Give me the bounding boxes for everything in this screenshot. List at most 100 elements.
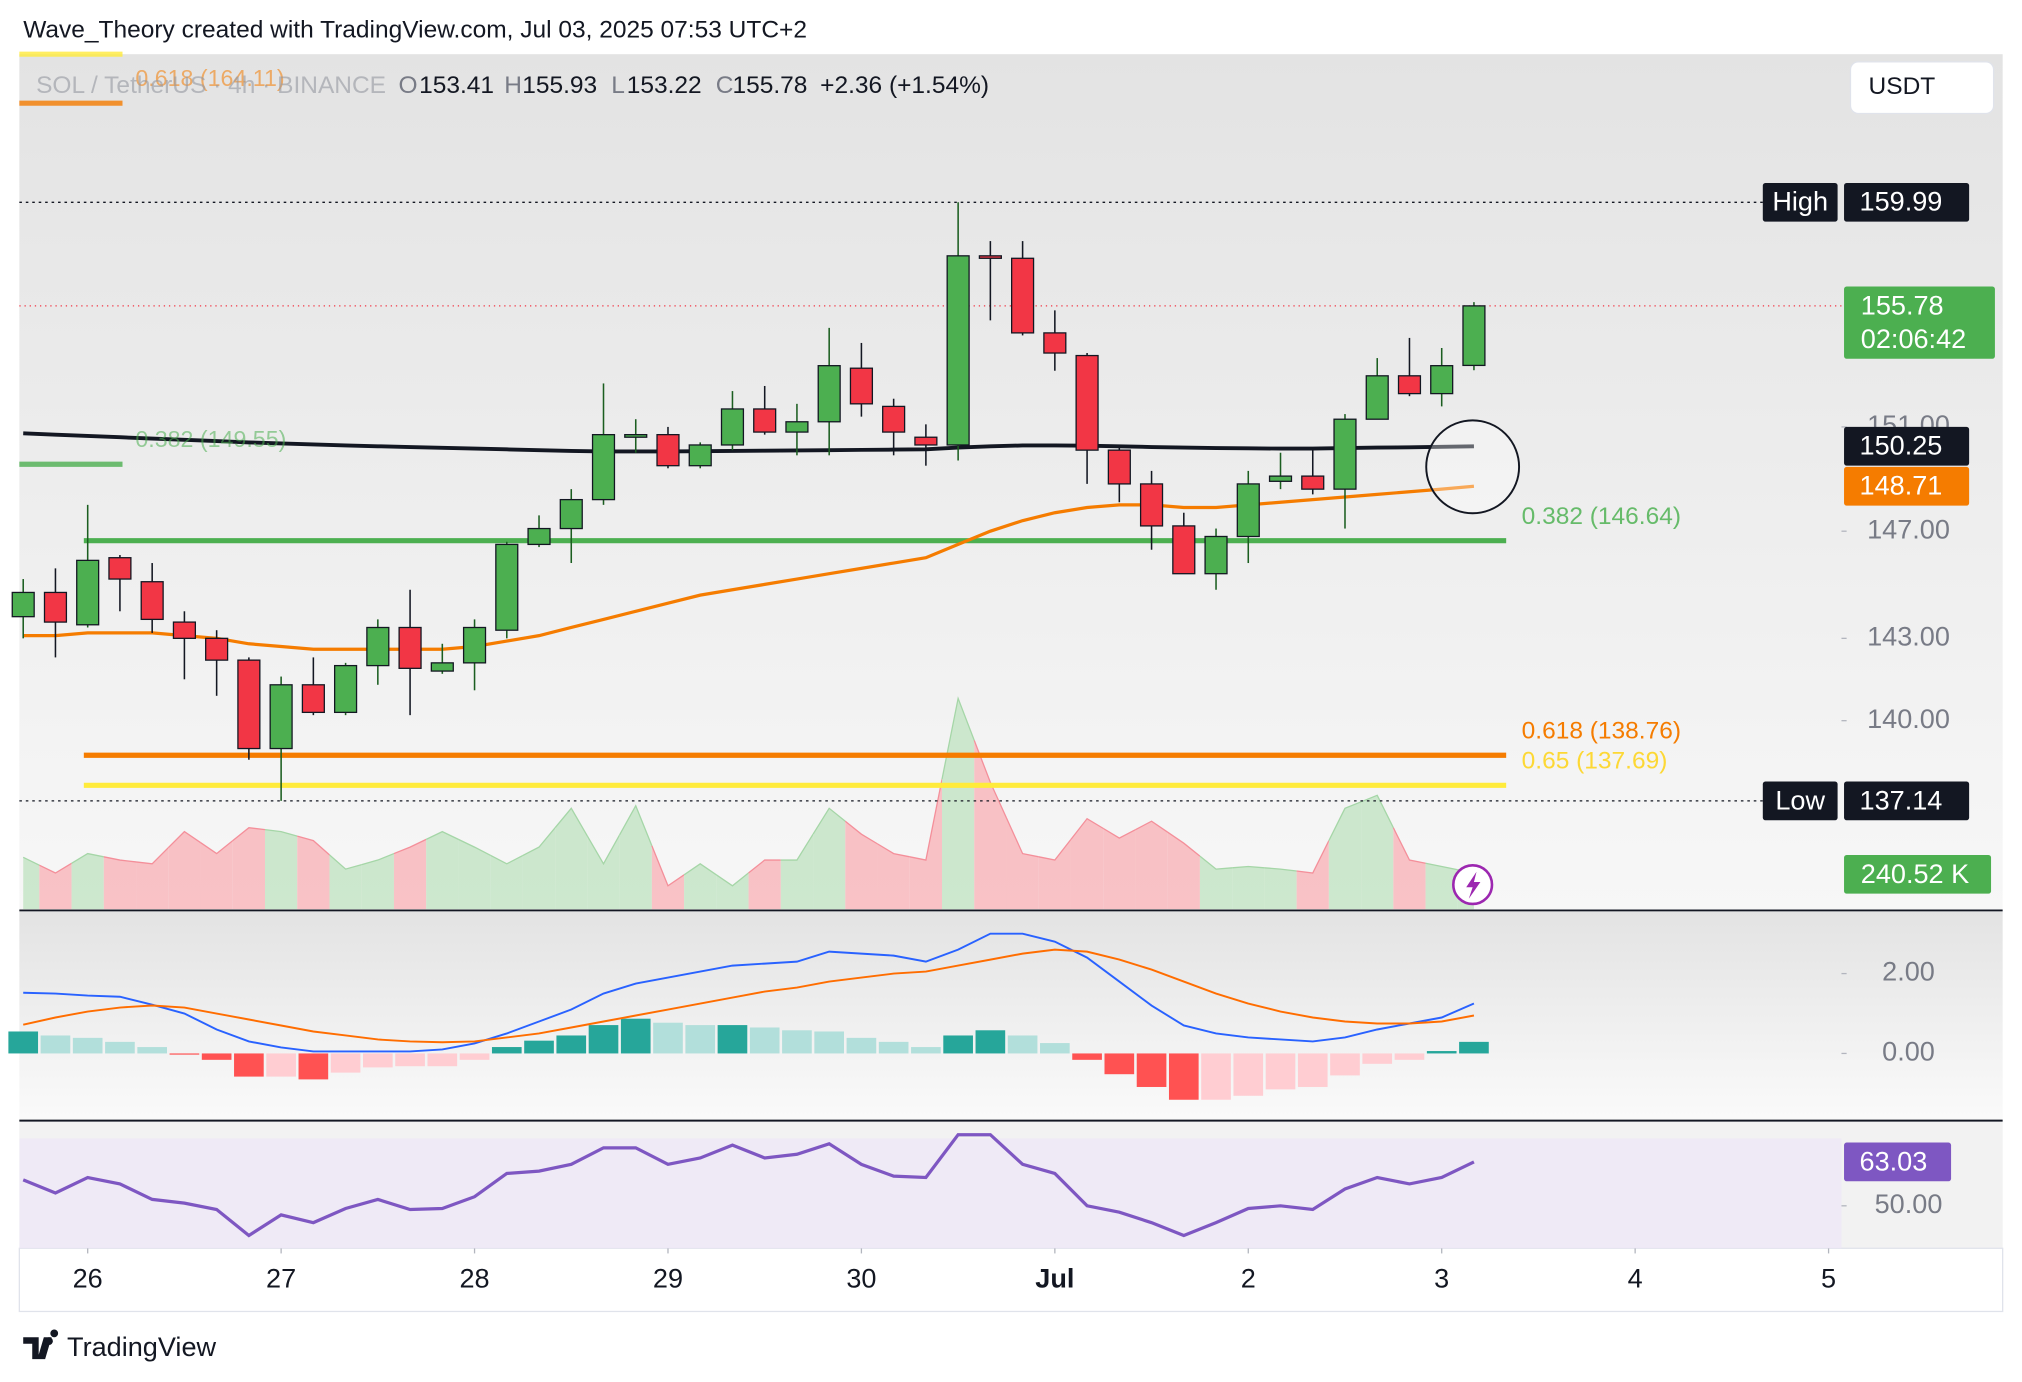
macd-histogram-bar (1136, 1053, 1167, 1087)
currency-label: USDT (1869, 73, 1936, 100)
low-price-box (1844, 781, 1970, 821)
macd-histogram-bar (1040, 1043, 1070, 1054)
rsi-value-label: 63.03 (1860, 1145, 1928, 1176)
volume-edge (619, 804, 653, 846)
macd-histogram-bar (1168, 1053, 1199, 1100)
macd-histogram-bar (1201, 1053, 1231, 1100)
volume-edge (1296, 840, 1330, 874)
volume-area (974, 740, 1007, 910)
volume-edge (39, 862, 72, 874)
candle-body (1365, 375, 1389, 420)
candle-body (753, 408, 777, 433)
candle-body (205, 637, 229, 661)
volume-edge (297, 835, 330, 856)
macd-histogram-bar (685, 1025, 716, 1054)
volume-area (103, 856, 137, 910)
volume-edge (1264, 867, 1297, 872)
candle-body (1333, 418, 1357, 490)
credit: Wave_Theory created with TradingView.com… (23, 16, 807, 43)
volume-area (361, 853, 394, 910)
volume-edge (232, 827, 266, 842)
candle-body (76, 559, 100, 626)
volume-area (1070, 818, 1104, 910)
ma-black-label: 150.25 (1860, 430, 1943, 461)
volume-edge (909, 779, 943, 861)
x-tick-label: 3 (1434, 1263, 1449, 1294)
volume-area (651, 845, 685, 910)
volume-edge (264, 829, 298, 837)
current-price-box (1844, 286, 1995, 359)
alert-bolt (1466, 871, 1481, 899)
volume-area (426, 831, 459, 910)
volume-edge (71, 852, 104, 864)
candle-body (301, 684, 325, 714)
macd-histogram-bar (40, 1035, 71, 1054)
volume-area (813, 808, 846, 910)
macd-histogram-bar (1459, 1041, 1489, 1054)
macd-histogram-bar (975, 1030, 1006, 1054)
moving-average (23, 484, 1475, 651)
volume-edge (522, 827, 556, 857)
candle-body (591, 433, 616, 501)
candle-body (172, 621, 197, 639)
macd-histogram-bar (234, 1053, 264, 1077)
y-tick-label: 143.00 (1867, 620, 1950, 651)
ohlc-letter: H (504, 72, 522, 99)
volume-edge (1070, 817, 1104, 840)
volume-edge (715, 872, 749, 887)
candle-body (1236, 483, 1260, 538)
macd-histogram-bar (588, 1025, 619, 1054)
volume-value-box (1844, 854, 1992, 894)
high-price-label: 159.99 (1860, 186, 1943, 217)
volume-edge (651, 845, 685, 887)
volume-area (200, 840, 233, 910)
macd-histogram-bar (8, 1031, 39, 1054)
candle-body (1043, 332, 1067, 354)
volume-edge (135, 847, 169, 865)
ohlc-value: 155.78 (732, 72, 807, 99)
volume-edge (748, 859, 781, 874)
ma-black-box (1844, 426, 1970, 466)
macd-histogram-bar (524, 1040, 554, 1054)
macd-histogram-bar (169, 1053, 200, 1055)
volume-area (587, 834, 620, 910)
x-tick-label: 28 (459, 1263, 489, 1294)
volume-area (297, 836, 330, 910)
macd-histogram-bar (1072, 1053, 1102, 1060)
volume-area (716, 872, 749, 910)
volume-area (1425, 863, 1458, 910)
macd-histogram-bar (814, 1031, 845, 1054)
candle-body (785, 421, 809, 433)
x-tick-label: Jul (1035, 1263, 1074, 1294)
candle-body (140, 581, 164, 621)
volume-area (1361, 795, 1394, 910)
x-tick-label: 4 (1628, 1263, 1643, 1294)
candle-body (656, 433, 680, 467)
ghost-fib-label: 0.382 (149.55) (135, 426, 286, 452)
volume-edge (844, 820, 878, 845)
macd-histogram-bar (1104, 1053, 1135, 1075)
candle-body (527, 527, 551, 546)
low-tag: Low (1775, 784, 1825, 815)
volume-edge (393, 838, 427, 855)
macd-histogram-bar (137, 1047, 167, 1054)
annotation-circle (1425, 419, 1521, 515)
volume-edge (554, 807, 588, 837)
volume-area (522, 827, 556, 910)
volume-area (845, 821, 878, 910)
volume-edge (1005, 817, 1039, 858)
candle-body (624, 433, 648, 438)
volume-area (232, 827, 266, 910)
candle-body (978, 255, 1002, 259)
volume-area (1167, 832, 1200, 910)
macd-tick-label: 0.00 (1882, 1036, 1935, 1067)
volume-edge (1199, 855, 1233, 870)
volume-edge (1425, 862, 1458, 871)
x-tick-label: 27 (266, 1263, 296, 1294)
macd-histogram-bar (1330, 1053, 1360, 1076)
volume-area (619, 805, 652, 910)
candle-body (1011, 257, 1035, 334)
high-tag-box (1762, 182, 1838, 222)
volume-area (1328, 801, 1362, 910)
currency-button[interactable] (1849, 61, 1995, 115)
